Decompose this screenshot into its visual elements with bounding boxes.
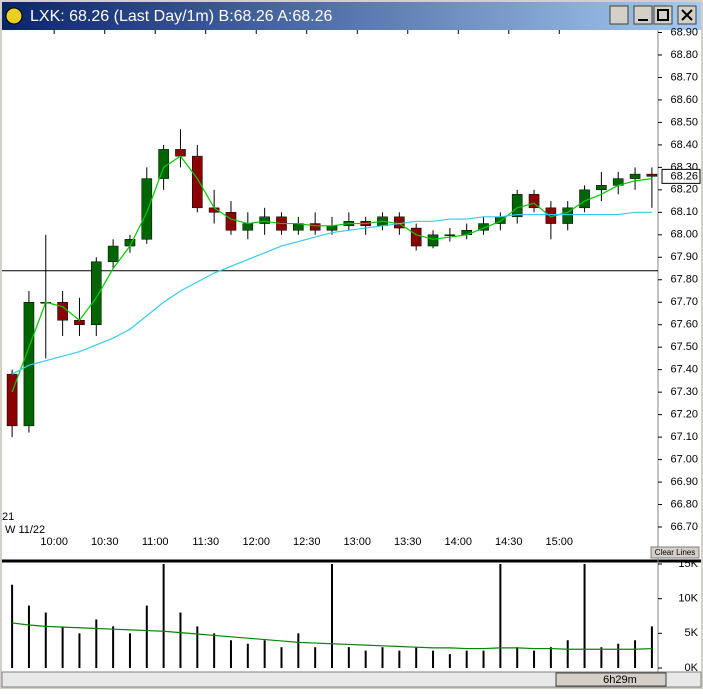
y-tick-label: 66.70	[670, 521, 698, 533]
y-tick-label: 68.10	[670, 206, 698, 218]
candle-body	[57, 301, 68, 321]
y-tick-label: 10K	[678, 593, 698, 605]
y-tick-label: 67.00	[670, 453, 698, 465]
candle-body	[309, 223, 321, 231]
y-tick-label: 67.50	[670, 341, 698, 353]
x-tick-label: 13:00	[343, 536, 371, 548]
y-tick-label: 68.00	[670, 229, 698, 241]
clear-lines-button[interactable]	[650, 546, 700, 559]
x-tick-label: 15:00	[546, 536, 574, 548]
candle-body	[562, 207, 574, 224]
candle-body	[192, 155, 203, 209]
candle-body	[478, 223, 489, 231]
scroll-label: 6h29m	[603, 674, 637, 686]
y-tick-label: 68.90	[670, 26, 698, 38]
y-tick-label: 68.60	[670, 94, 698, 106]
y-tick-label: 68.40	[670, 139, 698, 151]
day-label: 21	[2, 511, 14, 523]
x-tick-label: 10:30	[91, 536, 119, 548]
volume-panel	[2, 562, 701, 672]
candle-body	[107, 245, 119, 263]
x-tick-label: 12:30	[293, 536, 321, 548]
price-panel	[2, 30, 701, 560]
minimize-button[interactable]	[633, 5, 653, 25]
candle-body	[141, 178, 153, 240]
y-tick-label: 68.70	[670, 71, 698, 83]
y-tick-label: 67.80	[670, 274, 698, 286]
y-tick-label: 0K	[685, 662, 699, 674]
y-tick-label: 66.90	[670, 476, 698, 488]
last-price-label: 68.26	[670, 170, 698, 182]
candle-body	[646, 173, 658, 177]
y-tick-label: 67.20	[670, 409, 698, 421]
candle-body	[259, 216, 270, 224]
x-tick-label: 11:00	[142, 536, 169, 548]
candle-body	[629, 173, 641, 179]
y-tick-label: 67.90	[670, 251, 698, 263]
y-tick-label: 66.80	[670, 498, 698, 510]
moving-average	[12, 622, 652, 650]
candle-body	[158, 149, 169, 179]
scrollbar[interactable]	[1, 671, 702, 688]
title-bar	[2, 2, 701, 30]
candle-body	[90, 261, 102, 325]
window-title: LXK: 68.26 (Last Day/1m) B:68.26 A:68.26	[30, 8, 333, 25]
y-tick-label: 67.40	[670, 364, 698, 376]
y-tick-label: 67.30	[670, 386, 698, 398]
maximize-button[interactable]	[653, 5, 673, 25]
y-tick-label: 68.80	[670, 49, 698, 61]
candle-body	[410, 227, 422, 247]
candle-body	[444, 234, 456, 237]
clear-lines-label: Clear Lines	[655, 548, 695, 557]
y-tick-label: 67.60	[670, 319, 698, 331]
x-tick-label: 13:30	[394, 536, 422, 548]
candle-body	[225, 212, 237, 231]
candle-body	[461, 230, 472, 236]
y-tick-label: 68.20	[670, 184, 698, 196]
app-icon	[5, 7, 23, 25]
y-tick-label: 67.10	[670, 431, 698, 443]
candle-body	[175, 149, 186, 157]
y-tick-label: 67.70	[670, 296, 698, 308]
pin-button[interactable]	[609, 5, 629, 25]
candle-body	[596, 185, 607, 191]
candle-body	[242, 223, 254, 231]
moving-average	[11, 155, 652, 393]
button-glyphs	[638, 9, 693, 21]
date-label: W 11/22	[5, 524, 45, 536]
y-tick-label: 5K	[685, 627, 699, 639]
x-tick-label: 14:00	[445, 536, 473, 548]
x-tick-label: 10:00	[40, 536, 68, 548]
candle-body	[528, 194, 540, 209]
moving-average	[11, 211, 652, 375]
x-tick-label: 11:30	[192, 536, 219, 548]
candle-body	[579, 189, 590, 209]
last-price-box	[661, 168, 701, 184]
scroll-thumb[interactable]	[555, 672, 667, 687]
candle-body	[326, 225, 338, 231]
plots: 66.70 66.80 66.90 67.00 67.10 67.20 67.30 67.40…	[2, 26, 701, 674]
y-tick-label: 15K	[678, 558, 698, 570]
candle-body	[511, 194, 523, 218]
candle-body	[427, 234, 439, 247]
x-tick-label: 14:30	[495, 536, 523, 548]
y-tick-label: 68.50	[670, 116, 698, 128]
x-tick-label: 12:00	[242, 536, 270, 548]
